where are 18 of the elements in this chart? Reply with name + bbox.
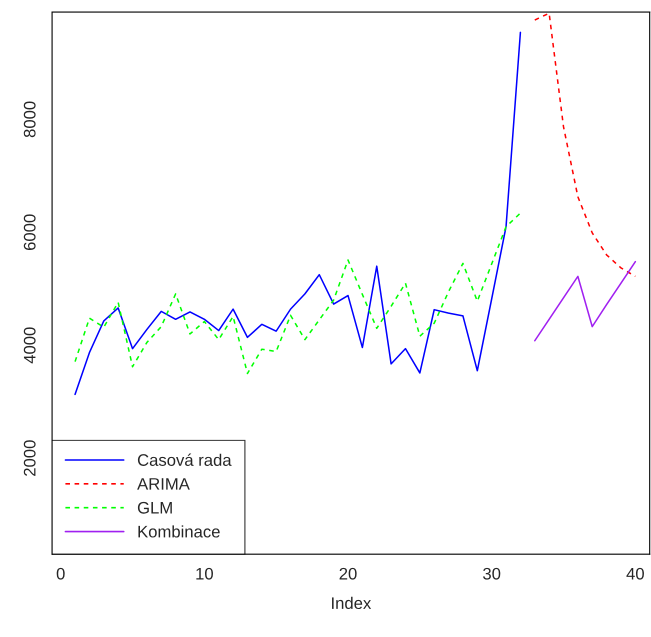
x-tick-label: 40 [626,568,644,580]
y-tick-label: 4000 [24,327,36,364]
x-axis-title: Index [332,596,372,610]
legend-label: Casová rada [138,454,232,466]
x-tick-label: 20 [340,568,357,580]
x-tick-label: 0 [56,568,65,580]
line-series [74,32,522,396]
y-tick-label: 8000 [24,102,36,138]
legend-label: GLM [138,502,172,514]
x-tick-label: 30 [483,568,500,580]
legend-label: ARIMA [137,478,190,490]
x-tick-label: 10 [196,568,213,580]
line-series [534,12,636,278]
y-tick-label: 2000 [24,440,36,476]
y-tick-label: 6000 [24,214,36,250]
line-series [74,212,522,374]
line-series [534,260,636,342]
legend-label: Kombinace [138,525,220,538]
